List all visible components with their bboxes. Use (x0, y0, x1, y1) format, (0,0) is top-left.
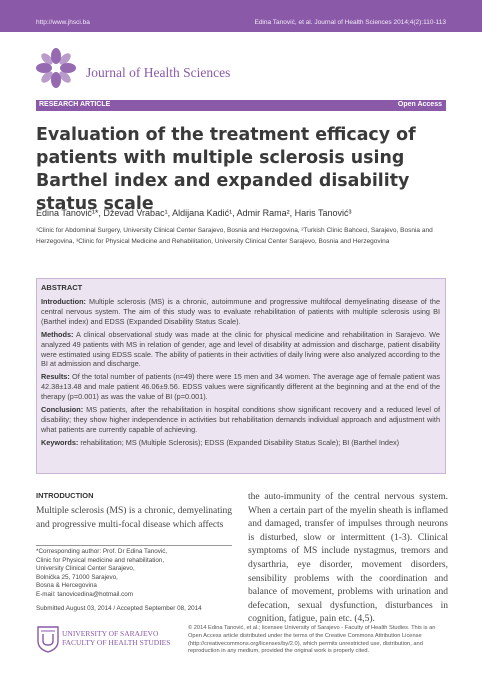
author-list: Edina Tanović¹*, Dževad Vrabac¹, Aldijan… (36, 208, 352, 218)
introduction-continued: the auto-immunity of the central nervous… (248, 492, 448, 625)
journal-header-bar: http://www.jhsci.ba Edina Tanović, et al… (0, 0, 482, 32)
open-access-label: Open Access (397, 101, 442, 108)
author-email[interactable]: E-mail: tanovicedina@hotmail.com (36, 590, 134, 598)
article-type-label: RESEARCH ARTICLE (39, 101, 111, 108)
abstract-results: Results: Of the total number of patients… (41, 372, 440, 402)
introduction-text: Multiple sclerosis (MS) is a chronic, de… (36, 506, 232, 530)
university-seal-icon (37, 626, 59, 653)
introduction-heading: INTRODUCTION (36, 491, 94, 500)
footnote-divider (36, 545, 232, 546)
license-text: © 2014 Edina Tanović, et al.; licensee U… (188, 625, 436, 655)
abstract-box: ABSTRACT Introduction: Multiple sclerosi… (36, 278, 446, 474)
journal-url[interactable]: http://www.jhsci.ba (36, 19, 90, 26)
abstract-conclusion: Conclusion: MS patients, after the rehab… (41, 405, 441, 434)
article-title: Evaluation of the treatment efficacy of … (36, 125, 416, 214)
journal-name: Journal of Health Sciences (86, 65, 231, 80)
abstract-heading: ABSTRACT (41, 283, 83, 292)
header-citation: Edina Tanović, et al. Journal of Health … (254, 19, 446, 26)
abstract-introduction: Introduction: Multiple sclerosis (MS) is… (41, 297, 440, 326)
corresponding-author: *Corresponding author: Prof. Dr Edina Ta… (36, 548, 232, 599)
submission-dates: Submitted August 03, 2014 / Accepted Sep… (36, 605, 202, 612)
affiliations: ¹Clinic for Abdominal Surgery, Universit… (36, 227, 433, 245)
journal-logo-icon (36, 48, 76, 88)
article-type-bar: RESEARCH ARTICLE Open Access (36, 100, 446, 111)
abstract-methods: Methods: A clinical observational study … (41, 329, 440, 369)
university-name: UNIVERSITY OF SARAJEVO FACULTY OF HEALTH… (62, 629, 171, 647)
abstract-keywords: Keywords: rehabilitation; MS (Multiple S… (41, 437, 400, 447)
